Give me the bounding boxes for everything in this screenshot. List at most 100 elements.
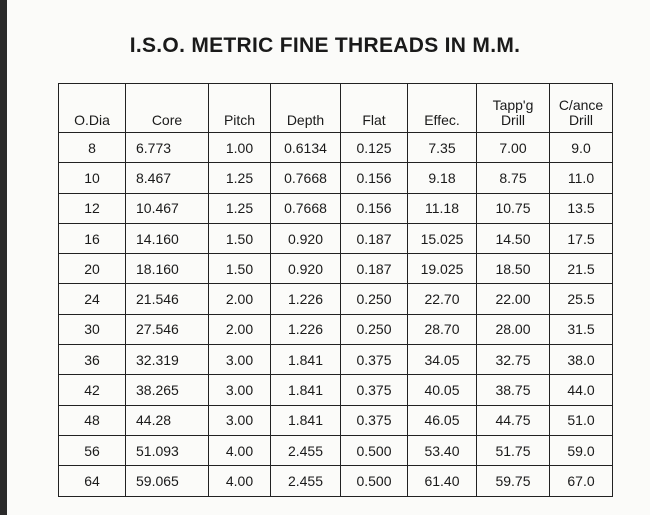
table-cell: 14.50 [476, 222, 550, 255]
table-row: 16 14.160 1.50 0.920 0.187 15.025 14.50 17.5 [58, 222, 613, 255]
table-row: 48 44.28 3.00 1.841 0.375 46.05 44.75 51.0 [58, 404, 613, 436]
table-cell: 42 [58, 374, 126, 406]
table-cell: 13.5 [549, 192, 613, 224]
table-cell: 34.05 [407, 344, 477, 376]
table-cell: 16 [58, 222, 126, 255]
table-cell: 0.375 [340, 344, 408, 376]
table-row: 10 8.467 1.25 0.7668 0.156 9.18 8.75 11.0 [58, 162, 613, 194]
column-header: Pitch [208, 83, 271, 133]
table-cell: 48 [58, 404, 126, 436]
table-cell: 4.00 [208, 434, 271, 467]
table-cell: 0.500 [340, 465, 408, 497]
table-cell: 7.00 [476, 131, 550, 164]
table-cell: 11.0 [549, 162, 613, 194]
table-cell: 0.156 [340, 192, 408, 224]
table-cell: 0.250 [340, 283, 408, 315]
table-row: 12 10.467 1.25 0.7668 0.156 11.18 10.75 13.5 [58, 192, 613, 224]
table-cell: 44.28 [125, 404, 209, 436]
table-cell: 19.025 [407, 253, 477, 285]
table-cell: 15.025 [407, 222, 477, 255]
column-header: C/ance Drill [549, 83, 613, 133]
column-header: Effec. [407, 83, 477, 133]
table-cell: 25.5 [549, 283, 613, 315]
table-cell: 1.25 [208, 192, 271, 224]
column-header: Depth [270, 83, 341, 133]
table-cell: 1.226 [270, 313, 341, 346]
table-cell: 27.546 [125, 313, 209, 346]
table-cell: 59.0 [549, 434, 613, 467]
table-cell: 53.40 [407, 434, 477, 467]
table-cell: 46.05 [407, 404, 477, 436]
table-cell: 67.0 [549, 465, 613, 497]
table-cell: 21.5 [549, 253, 613, 285]
table-cell: 1.25 [208, 162, 271, 194]
table-cell: 0.920 [270, 253, 341, 285]
table-cell: 1.50 [208, 253, 271, 285]
table-cell: 1.226 [270, 283, 341, 315]
table-cell: 0.6134 [270, 131, 341, 164]
table-cell: 9.18 [407, 162, 477, 194]
table-cell: 1.841 [270, 404, 341, 436]
table-cell: 0.187 [340, 253, 408, 285]
table-cell: 7.35 [407, 131, 477, 164]
table-cell: 20 [58, 253, 126, 285]
table-cell: 18.50 [476, 253, 550, 285]
table-cell: 44.0 [549, 374, 613, 406]
table-cell: 14.160 [125, 222, 209, 255]
column-header: Flat [340, 83, 408, 133]
table-cell: 51.0 [549, 404, 613, 436]
table-cell: 0.7668 [270, 162, 341, 194]
table-cell: 64 [58, 465, 126, 497]
table-cell: 36 [58, 344, 126, 376]
header-row: O.Dia Core Pitch Depth Flat Effec. Tapp'g Dril… [58, 83, 613, 133]
table-cell: 2.00 [208, 313, 271, 346]
table-cell: 1.841 [270, 344, 341, 376]
table-row: 30 27.546 2.00 1.226 0.250 28.70 28.00 31.5 [58, 313, 613, 346]
table-cell: 61.40 [407, 465, 477, 497]
table-cell: 8.75 [476, 162, 550, 194]
table-cell: 18.160 [125, 253, 209, 285]
table-row: 56 51.093 4.00 2.455 0.500 53.40 51.75 59.0 [58, 434, 613, 467]
column-header: Core [125, 83, 209, 133]
table-cell: 0.920 [270, 222, 341, 255]
table-cell: 22.00 [476, 283, 550, 315]
table-cell: 24 [58, 283, 126, 315]
table-row: 42 38.265 3.00 1.841 0.375 40.05 38.75 44.0 [58, 374, 613, 406]
table-cell: 59.75 [476, 465, 550, 497]
table-cell: 0.375 [340, 374, 408, 406]
column-header: Tapp'g Drill [476, 83, 550, 133]
table-row: 24 21.546 2.00 1.226 0.250 22.70 22.00 25.5 [58, 283, 613, 315]
table-cell: 51.75 [476, 434, 550, 467]
table-cell: 30 [58, 313, 126, 346]
column-header: O.Dia [58, 83, 126, 133]
table-cell: 22.70 [407, 283, 477, 315]
table-cell: 2.455 [270, 465, 341, 497]
table-cell: 40.05 [407, 374, 477, 406]
table-cell: 1.841 [270, 374, 341, 406]
table-cell: 38.75 [476, 374, 550, 406]
table-cell: 0.375 [340, 404, 408, 436]
table-cell: 0.156 [340, 162, 408, 194]
table-cell: 9.0 [549, 131, 613, 164]
table-cell: 28.00 [476, 313, 550, 346]
table-body: 8 6.773 1.00 0.6134 0.125 7.35 7.00 9.0 10 8.467 1… [58, 131, 613, 497]
table-cell: 17.5 [549, 222, 613, 255]
table-cell: 21.546 [125, 283, 209, 315]
table-cell: 4.00 [208, 465, 271, 497]
table-cell: 1.00 [208, 131, 271, 164]
table-cell: 10 [58, 162, 126, 194]
thread-table: O.Dia Core Pitch Depth Flat Effec. Tapp'g Dril… [58, 83, 613, 497]
table-row: 20 18.160 1.50 0.920 0.187 19.025 18.50 21.5 [58, 253, 613, 285]
table-cell: 38.0 [549, 344, 613, 376]
table-cell: 32.319 [125, 344, 209, 376]
table-cell: 3.00 [208, 344, 271, 376]
table-cell: 10.75 [476, 192, 550, 224]
table-row: 8 6.773 1.00 0.6134 0.125 7.35 7.00 9.0 [58, 131, 613, 164]
table-cell: 8 [58, 131, 126, 164]
table-cell: 0.250 [340, 313, 408, 346]
table-cell: 2.00 [208, 283, 271, 315]
table-cell: 3.00 [208, 374, 271, 406]
table-cell: 0.500 [340, 434, 408, 467]
table-cell: 6.773 [125, 131, 209, 164]
